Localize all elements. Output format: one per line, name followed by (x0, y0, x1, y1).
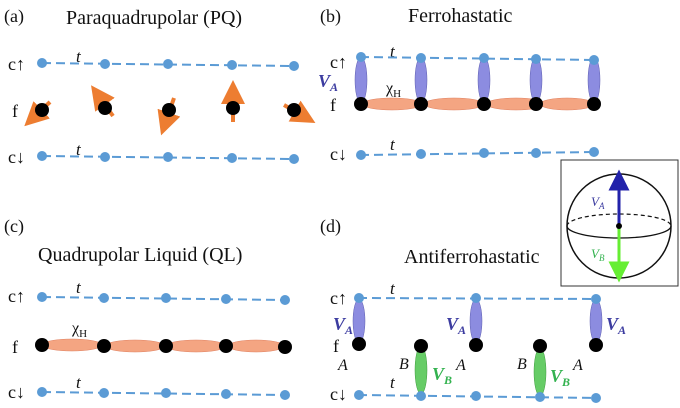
panel-b-row-f: f (330, 95, 336, 115)
panel-d-va-label-3: VA (606, 314, 626, 337)
panel-d-f-sites (352, 337, 603, 353)
panel-a-hop-up: t (76, 47, 82, 66)
panel-d-title: Antiferrohastatic (404, 246, 540, 268)
panel-c-c-sites (37, 292, 290, 400)
panel-c: (c) Quadrupolar Liquid (QL) c↑ f c↓ t t … (4, 216, 292, 402)
panel-a-row-f: f (12, 101, 18, 121)
panel-d-site-b-2: B (517, 356, 527, 373)
panel-c-row-f: f (12, 337, 18, 357)
panel-c-hop-down: t (76, 373, 82, 392)
panel-d-va-label-1: VA (333, 314, 353, 337)
panel-d-site-a-2: A (455, 357, 466, 374)
panel-d-c-sites (354, 293, 601, 403)
panel-b-chain-down (359, 151, 596, 156)
panel-c-chi-label: χH (71, 320, 87, 340)
panel-b-hop-up: t (390, 42, 396, 61)
panel-c-title: Quadrupolar Liquid (QL) (38, 244, 242, 266)
panel-d-site-b-1: B (399, 356, 409, 373)
panel-d-hop-down: t (390, 373, 396, 392)
panel-b-f-sites (354, 97, 601, 111)
spin-site (91, 85, 115, 118)
panel-c-chi-bonds (41, 338, 285, 353)
panel-b-c-sites (356, 52, 599, 160)
panel-a-f-sites (24, 80, 316, 136)
panel-d-va-label-2: VA (446, 314, 466, 337)
panel-d: (d) Antiferrohastatic c↑ f c↓ t t VA VA … (320, 216, 626, 404)
panel-b-va-label: VA (318, 71, 338, 94)
panel-b-title: Ferrohastatic (408, 5, 513, 27)
panel-d-row-f: f (333, 336, 339, 356)
panel-b-tag: (b) (320, 6, 341, 27)
sphere-inset: VA VB (560, 159, 679, 287)
panel-a: (a) Paraquadrupolar (PQ) c↑ f c↓ t t (4, 6, 316, 167)
panel-b-hop-down: t (390, 135, 396, 154)
spin-site (221, 80, 245, 122)
panel-d-vb-label-2: VB (550, 366, 570, 389)
panel-b: (b) Ferrohastatic c↑ f c↓ t t VA χH (318, 5, 601, 164)
panel-b-row-down: c↓ (330, 144, 347, 164)
panel-c-row-up: c↑ (8, 286, 25, 306)
spin-site (157, 97, 181, 136)
panel-d-row-up: c↑ (330, 288, 347, 308)
panel-b-row-up: c↑ (330, 52, 347, 72)
sphere-center (616, 223, 622, 229)
panel-a-row-down: c↓ (8, 147, 25, 167)
spin-site (283, 100, 316, 123)
panel-d-row-down: c↓ (330, 384, 347, 404)
panel-a-tag: (a) (4, 6, 24, 27)
panel-b-va-bonds (354, 56, 601, 104)
panel-a-c-sites (37, 58, 299, 164)
panel-d-va-bonds (352, 298, 603, 344)
panel-d-site-a-3: A (572, 357, 583, 374)
panel-b-chi-label: χH (385, 80, 401, 100)
panel-d-tag: (d) (320, 216, 341, 237)
panel-d-site-a-1: A (337, 357, 348, 374)
panel-a-row-up: c↑ (8, 54, 25, 74)
panel-c-hop-up: t (76, 278, 82, 297)
panel-c-tag: (c) (4, 216, 24, 237)
panel-c-chain-up (41, 296, 286, 301)
panel-d-vb-label-1: VB (432, 364, 452, 387)
panel-c-f-sites (35, 338, 292, 354)
spin-site (24, 100, 52, 127)
sphere-va-label: VA (591, 194, 605, 211)
panel-c-chain-down (41, 391, 286, 396)
panel-d-hop-up: t (390, 279, 396, 298)
panel-c-row-down: c↓ (8, 382, 25, 402)
panel-b-chain-up (359, 56, 596, 61)
panel-a-hop-down: t (76, 140, 82, 159)
sphere-equator-back (566, 213, 672, 227)
panel-a-title: Paraquadrupolar (PQ) (66, 7, 242, 29)
sphere-vb-label: VB (591, 246, 605, 263)
